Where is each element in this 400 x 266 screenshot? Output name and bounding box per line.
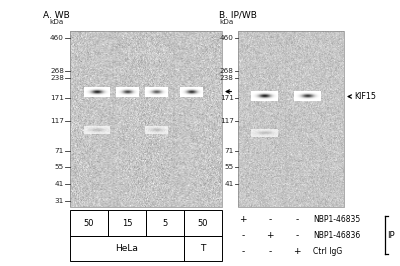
Text: 15: 15: [122, 219, 132, 228]
Text: +: +: [294, 247, 301, 256]
Text: 268: 268: [220, 68, 234, 74]
Text: 41: 41: [55, 181, 64, 187]
Text: 171: 171: [220, 95, 234, 101]
Text: 71: 71: [224, 148, 234, 154]
Text: 117: 117: [50, 118, 64, 124]
Text: -: -: [241, 247, 244, 256]
Text: A. WB: A. WB: [43, 11, 69, 20]
Text: Ctrl IgG: Ctrl IgG: [313, 247, 342, 256]
Bar: [70, 210, 108, 236]
Text: 71: 71: [55, 148, 64, 154]
Text: 460: 460: [50, 35, 64, 41]
Text: NBP1-46836: NBP1-46836: [313, 231, 360, 240]
Text: -: -: [296, 231, 299, 240]
Text: IP: IP: [387, 231, 394, 240]
Text: +: +: [239, 215, 246, 224]
Text: 460: 460: [220, 35, 234, 41]
Text: 55: 55: [55, 164, 64, 170]
Text: 31: 31: [55, 198, 64, 204]
Bar: [184, 236, 222, 261]
Bar: [184, 210, 222, 236]
Text: 50: 50: [84, 219, 94, 228]
Text: KIF15: KIF15: [355, 92, 377, 101]
Text: 5: 5: [162, 219, 168, 228]
Text: kDa: kDa: [220, 19, 234, 25]
Text: -: -: [296, 215, 299, 224]
Bar: [146, 210, 184, 236]
Text: KIF15: KIF15: [237, 87, 259, 96]
Text: kDa: kDa: [50, 19, 64, 25]
Text: 238: 238: [50, 75, 64, 81]
Text: HeLa: HeLa: [116, 244, 138, 253]
Text: 268: 268: [50, 68, 64, 74]
Text: 171: 171: [50, 95, 64, 101]
Text: T: T: [200, 244, 206, 253]
Text: 41: 41: [224, 181, 234, 187]
Text: 238: 238: [220, 75, 234, 81]
Text: +: +: [266, 231, 274, 240]
Bar: [70, 236, 184, 261]
Text: 117: 117: [220, 118, 234, 124]
Text: -: -: [268, 247, 272, 256]
Text: -: -: [268, 215, 272, 224]
Text: 55: 55: [224, 164, 234, 170]
Text: NBP1-46835: NBP1-46835: [313, 215, 360, 224]
Text: B. IP/WB: B. IP/WB: [219, 11, 257, 20]
Bar: [108, 210, 146, 236]
Text: -: -: [241, 231, 244, 240]
Text: 50: 50: [198, 219, 208, 228]
